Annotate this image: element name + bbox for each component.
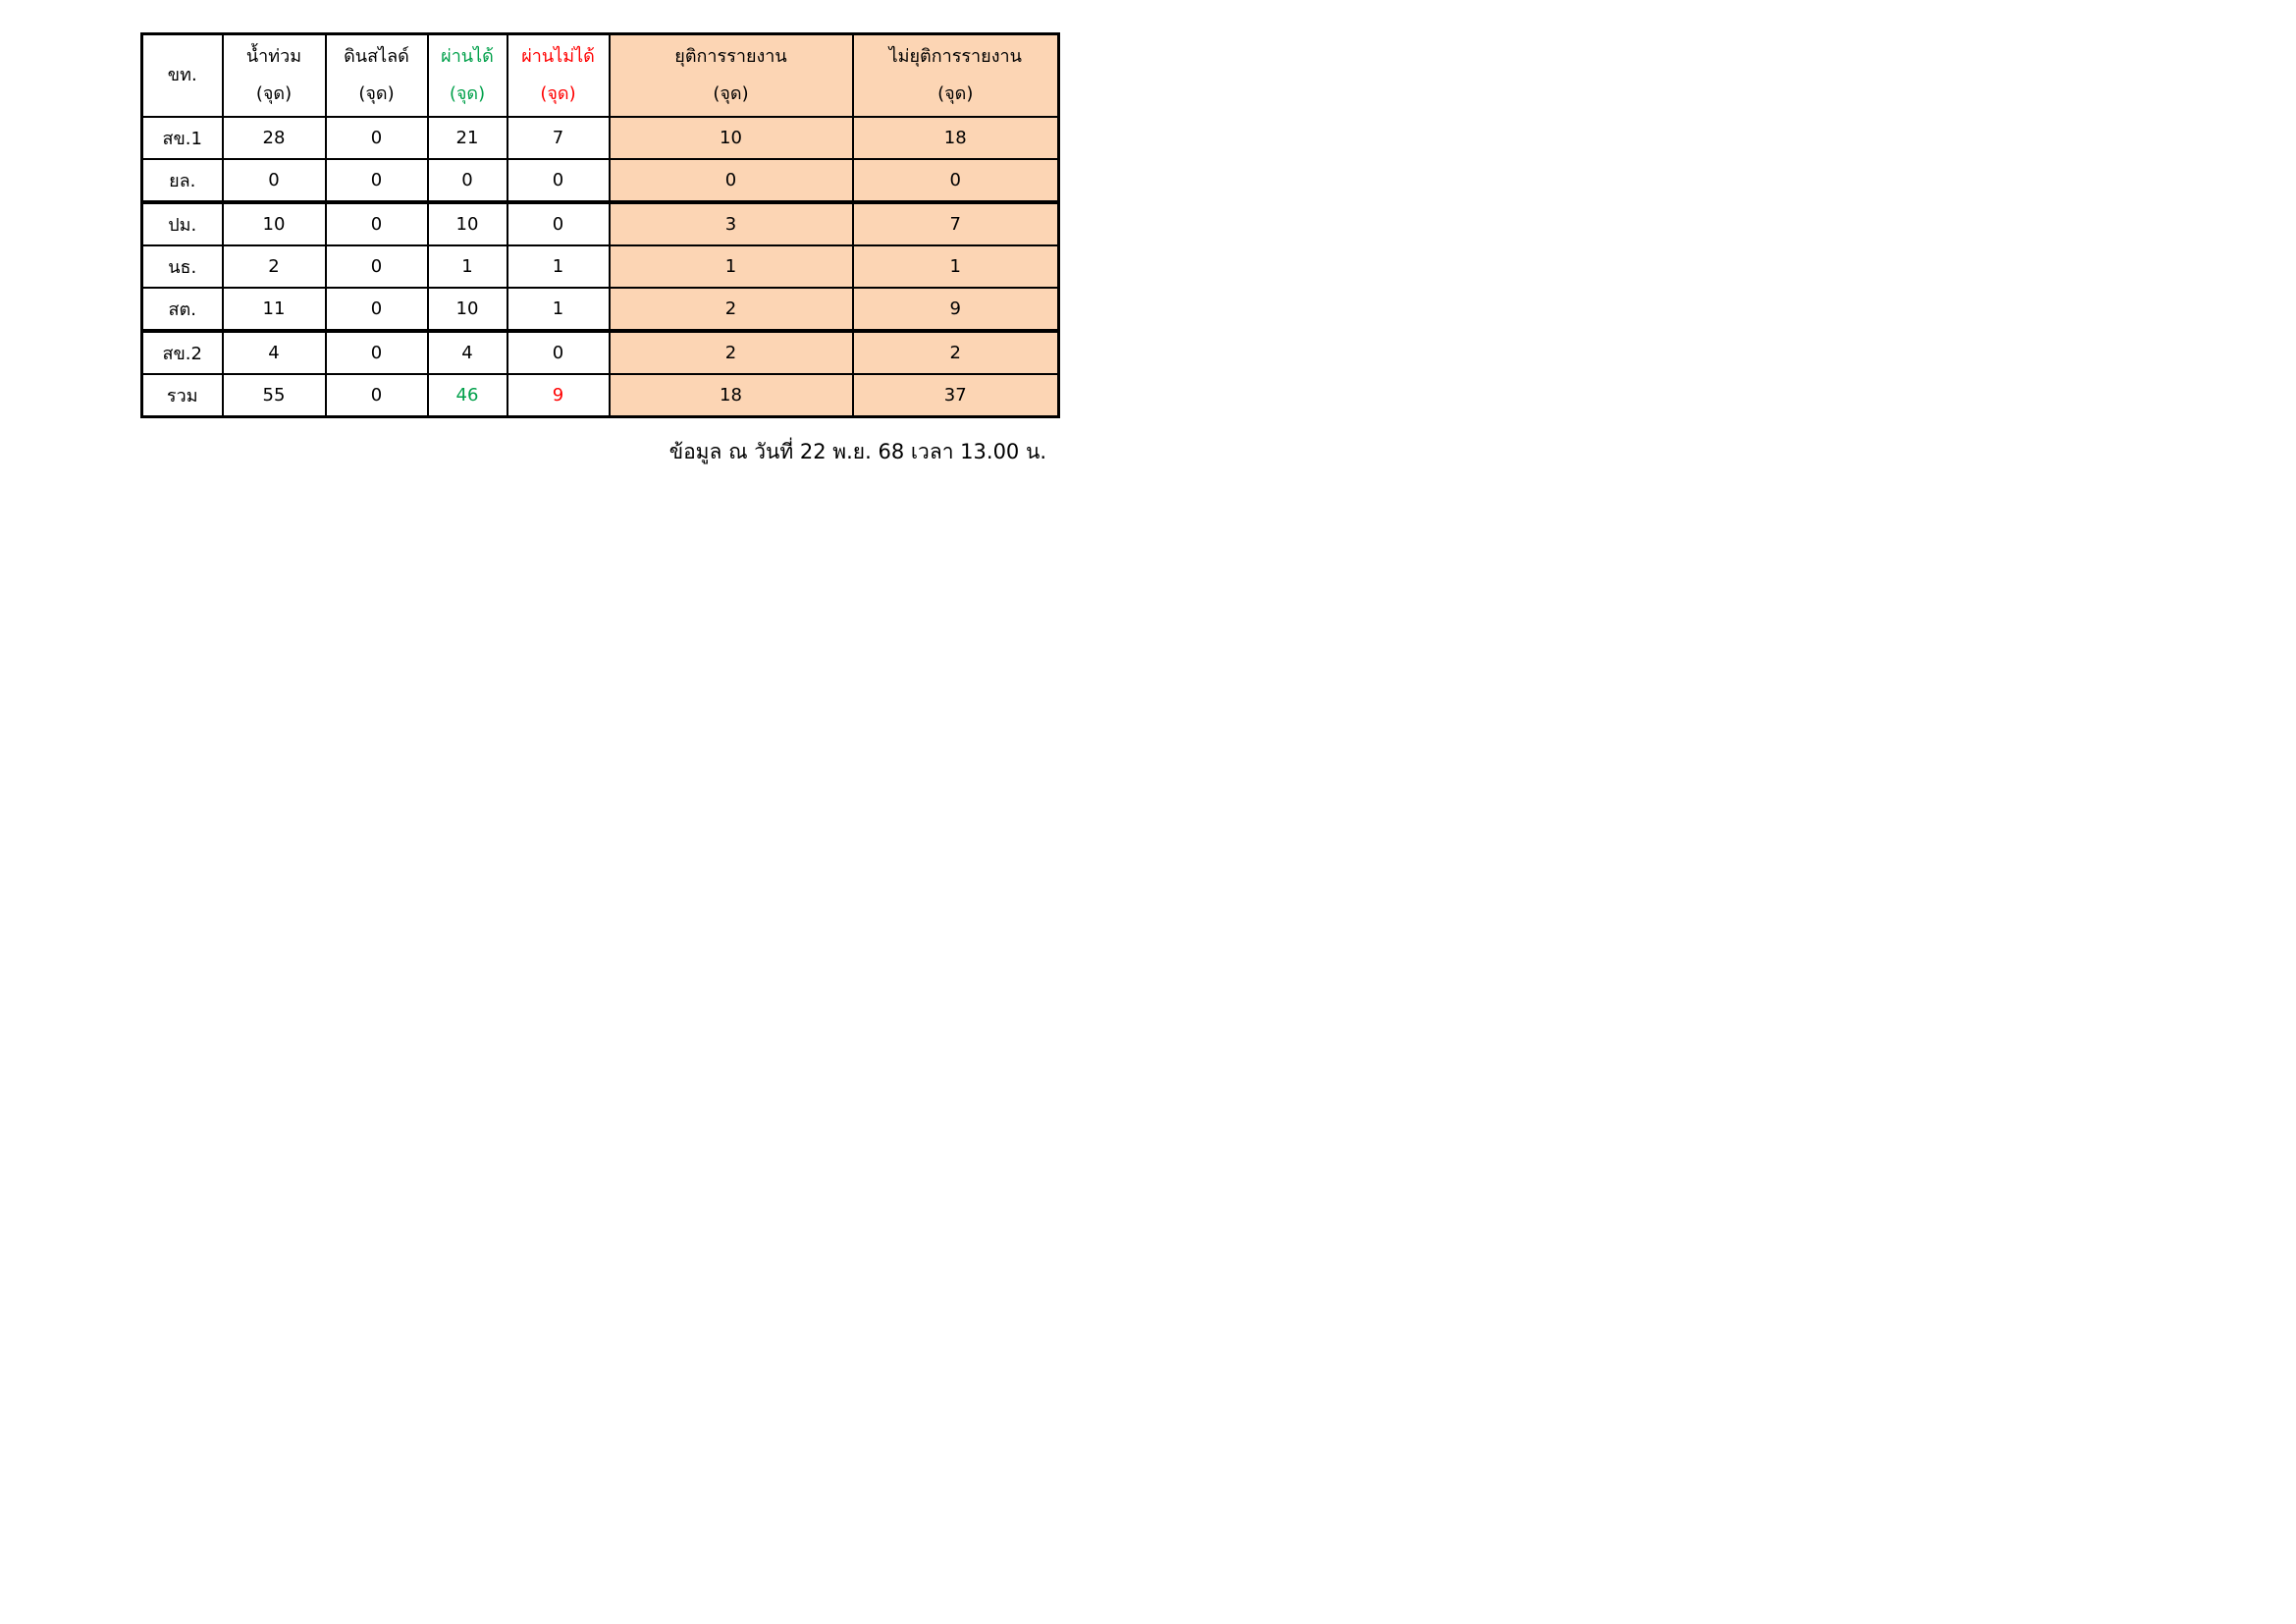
- cell-district: ยล.: [140, 158, 224, 203]
- cell-impassable: 7: [506, 116, 611, 160]
- cell-landslide: 0: [324, 287, 429, 332]
- table-row: สต. 11 0 10 1 2 9: [140, 287, 1060, 332]
- cell-landslide: 0: [324, 373, 429, 418]
- cell-district: ปม.: [140, 200, 224, 246]
- table-row: สข.1 28 0 21 7 10 18: [140, 116, 1060, 160]
- header-report-ended: ยุติการรายงาน (จุด): [608, 32, 854, 118]
- cell-impassable: 0: [506, 158, 611, 203]
- cell-report-ended: 10: [608, 116, 854, 160]
- cell-passable: 4: [426, 329, 508, 375]
- header-impassable: ผ่านไม่ได้ (จุด): [506, 32, 611, 118]
- cell-flood: 55: [221, 373, 327, 418]
- cell-flood: 11: [221, 287, 327, 332]
- cell-passable: 1: [426, 244, 508, 289]
- cell-flood: 2: [221, 244, 327, 289]
- cell-district: รวม: [140, 373, 224, 418]
- cell-report-ended: 2: [608, 329, 854, 375]
- cell-flood: 0: [221, 158, 327, 203]
- cell-report-ongoing: 0: [851, 158, 1060, 203]
- cell-flood: 28: [221, 116, 327, 160]
- cell-impassable: 1: [506, 287, 611, 332]
- cell-report-ongoing: 37: [851, 373, 1060, 418]
- table-row: ยล. 0 0 0 0 0 0: [140, 158, 1060, 203]
- header-unit: (จุด): [937, 83, 974, 104]
- data-timestamp: ข้อมูล ณ วันที่ 22 พ.ย. 68 เวลา 13.00 น.: [668, 440, 1046, 463]
- cell-passable: 0: [426, 158, 508, 203]
- header-label: ขท.: [167, 65, 197, 85]
- header-label: ผ่านไม่ได้: [521, 46, 595, 67]
- cell-report-ended: 1: [608, 244, 854, 289]
- header-flood: น้ำท่วม (จุด): [221, 32, 327, 118]
- header-unit: (จุด): [540, 83, 576, 104]
- header-label: ผ่านได้: [441, 46, 494, 67]
- cell-report-ongoing: 7: [851, 200, 1060, 246]
- cell-passable: 46: [426, 373, 508, 418]
- header-label: ดินสไลด์: [344, 46, 409, 67]
- cell-landslide: 0: [324, 200, 429, 246]
- header-landslide: ดินสไลด์ (จุด): [324, 32, 429, 118]
- cell-impassable: 0: [506, 200, 611, 246]
- cell-passable: 10: [426, 200, 508, 246]
- header-unit: (จุด): [255, 83, 293, 104]
- cell-landslide: 0: [324, 329, 429, 375]
- cell-landslide: 0: [324, 116, 429, 160]
- cell-district: สต.: [140, 287, 224, 332]
- cell-report-ended: 3: [608, 200, 854, 246]
- cell-flood: 4: [221, 329, 327, 375]
- header-district: ขท.: [140, 32, 224, 118]
- cell-report-ongoing: 1: [851, 244, 1060, 289]
- header-unit: (จุด): [358, 83, 395, 104]
- flood-status-table: ขท. น้ำท่วม (จุด) ดินสไลด์ (จุด) ผ่านได้ (จุด)…: [140, 32, 1060, 418]
- header-report-ongoing: ไม่ยุติการรายงาน (จุด): [851, 32, 1060, 118]
- cell-passable: 21: [426, 116, 508, 160]
- cell-report-ongoing: 18: [851, 116, 1060, 160]
- table-row: นธ. 2 0 1 1 1 1: [140, 244, 1060, 289]
- cell-report-ended: 2: [608, 287, 854, 332]
- header-unit: (จุด): [449, 83, 486, 104]
- table-row: ปม. 10 0 10 0 3 7: [140, 200, 1060, 246]
- cell-report-ongoing: 2: [851, 329, 1060, 375]
- header-label: ไม่ยุติการรายงาน: [888, 46, 1022, 67]
- cell-district: สข.1: [140, 116, 224, 160]
- total-row: รวม 55 0 46 9 18 37: [140, 373, 1060, 418]
- cell-report-ongoing: 9: [851, 287, 1060, 332]
- table-row: สข.2 4 0 4 0 2 2: [140, 329, 1060, 375]
- header-unit: (จุด): [713, 83, 749, 104]
- header-passable: ผ่านได้ (จุด): [426, 32, 508, 118]
- header-row: ขท. น้ำท่วม (จุด) ดินสไลด์ (จุด) ผ่านได้ (จุด)…: [140, 32, 1060, 118]
- cell-passable: 10: [426, 287, 508, 332]
- header-label: ยุติการรายงาน: [674, 46, 787, 67]
- cell-impassable: 0: [506, 329, 611, 375]
- cell-district: สข.2: [140, 329, 224, 375]
- cell-landslide: 0: [324, 158, 429, 203]
- cell-report-ended: 18: [608, 373, 854, 418]
- header-label: น้ำท่วม: [245, 46, 302, 67]
- cell-impassable: 9: [506, 373, 611, 418]
- cell-landslide: 0: [324, 244, 429, 289]
- cell-report-ended: 0: [608, 158, 854, 203]
- cell-district: นธ.: [140, 244, 224, 289]
- cell-impassable: 1: [506, 244, 611, 289]
- cell-flood: 10: [221, 200, 327, 246]
